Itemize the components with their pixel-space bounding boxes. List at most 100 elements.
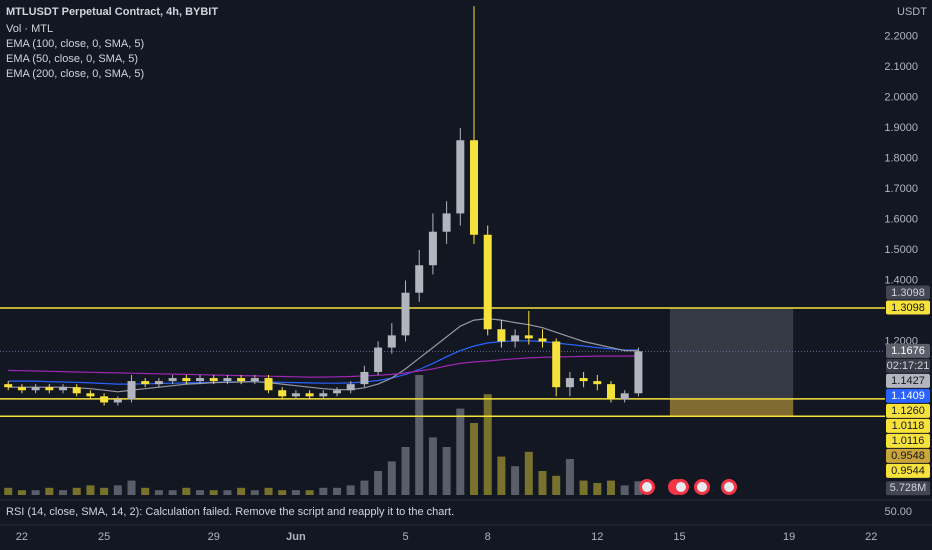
volume-bar: [113, 485, 122, 495]
candle-body: [72, 387, 81, 394]
candle-body: [483, 234, 492, 330]
volume-bar: [620, 485, 629, 495]
candle-body: [456, 140, 465, 214]
volume-bar: [250, 490, 259, 495]
volume-bar: [374, 471, 383, 495]
volume-bar: [333, 487, 342, 495]
price-tag-label: 1.0116: [892, 435, 925, 447]
candle-body: [127, 381, 136, 400]
position-stop-zone: [669, 398, 794, 417]
candle-body: [209, 378, 218, 382]
volume-bar: [72, 487, 81, 495]
y-tick-label: 1.4000: [884, 274, 918, 286]
legend-series: EMA (100, close, 0, SMA, 5): [6, 38, 144, 50]
candle-body: [333, 390, 342, 394]
volume-bar: [31, 490, 40, 495]
y-tick-label: 2.1000: [884, 61, 918, 73]
volume-bar: [278, 490, 287, 495]
price-tag-label: 1.3098: [891, 302, 925, 314]
event-icon-inner: [676, 482, 686, 492]
candle-body: [565, 378, 574, 388]
volume-bar: [17, 490, 26, 495]
volume-bar: [291, 490, 300, 495]
candle-body: [86, 393, 95, 397]
price-tag-label: 0.9548: [891, 450, 925, 462]
x-tick-label: 8: [485, 531, 491, 543]
price-tag: [886, 285, 930, 300]
volume-bar: [209, 490, 218, 495]
volume-bar: [579, 480, 588, 495]
volume-bar: [524, 451, 533, 495]
volume-bar: [346, 485, 355, 495]
price-tag-label: 1.1427: [891, 375, 925, 387]
volume-bar: [415, 375, 424, 495]
volume-bar: [538, 471, 547, 495]
volume-bar: [470, 423, 479, 495]
volume-bar: [634, 481, 643, 495]
candle-body: [264, 378, 273, 391]
event-icon-inner: [724, 482, 734, 492]
candle-body: [346, 384, 355, 391]
candle-body: [31, 387, 40, 391]
candle-body: [538, 338, 547, 342]
volume-bar: [59, 490, 68, 495]
rsi-title: RSI (14, close, SMA, 14, 2): Calculation…: [6, 506, 454, 518]
price-tag-label: 1.0118: [892, 420, 925, 432]
ema-line: [8, 340, 639, 385]
x-tick-label: 22: [16, 531, 28, 543]
chart-title: MTLUSDT Perpetual Contract, 4h, BYBIT: [6, 6, 218, 18]
price-tag-label: 1.3098: [891, 287, 925, 299]
legend-series: EMA (200, close, 0, SMA, 5): [6, 68, 144, 80]
unit-label: USDT: [897, 6, 927, 18]
volume-tag-label: 5.728M: [890, 482, 927, 494]
x-tick-label: Jun: [286, 531, 306, 543]
candle-body: [470, 140, 479, 235]
volume-bar: [182, 487, 191, 495]
y-tick-label: 1.5000: [884, 244, 918, 256]
volume-bar: [428, 437, 437, 495]
price-tag: [886, 343, 930, 358]
volume-bar: [141, 487, 150, 495]
candle-body: [387, 335, 396, 348]
y-tick-label: 1.6000: [884, 213, 918, 225]
candle-body: [4, 384, 13, 388]
price-tag: [886, 418, 930, 433]
y-tick-label: 2.0000: [884, 91, 918, 103]
candle-body: [168, 378, 177, 382]
event-icons[interactable]: [639, 479, 737, 495]
candle-body: [579, 378, 588, 382]
x-tick-label: 5: [402, 531, 408, 543]
candle-body: [634, 351, 643, 394]
candle-body: [511, 335, 520, 342]
candle-body: [593, 381, 602, 385]
ema-line: [8, 317, 639, 393]
candle-body: [250, 378, 259, 382]
event-icon-inner: [697, 482, 707, 492]
volume-bar: [305, 490, 314, 495]
volume-bar: [565, 459, 574, 495]
volume-tag: [886, 481, 930, 496]
price-tag: [886, 300, 930, 315]
candle-body: [100, 396, 109, 403]
plot: [0, 6, 885, 495]
candle-body: [141, 381, 150, 385]
volume-bar: [319, 487, 328, 495]
volume-bar: [127, 480, 136, 495]
volume-bar: [456, 408, 465, 495]
volume-bar: [4, 487, 13, 495]
candle-body: [291, 393, 300, 397]
y-tick-label: 2.2000: [884, 30, 918, 42]
x-tick-label: 22: [865, 531, 877, 543]
volume-bar: [360, 480, 369, 495]
x-tick-label: 19: [783, 531, 795, 543]
x-tick-label: 12: [591, 531, 603, 543]
price-tag: [886, 403, 930, 418]
legend-volume: Vol · MTL: [6, 23, 53, 35]
volume-bar: [442, 447, 451, 495]
candle-body: [497, 329, 506, 342]
rsi-tick-label: 50.00: [884, 506, 912, 518]
price-tag: [886, 448, 930, 463]
volume-bar: [264, 487, 273, 495]
y-tick-label: 1.8000: [884, 152, 918, 164]
candle-body: [319, 393, 328, 397]
